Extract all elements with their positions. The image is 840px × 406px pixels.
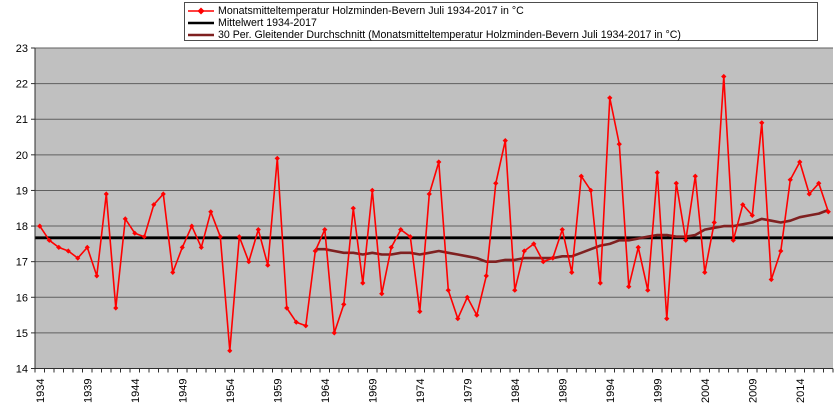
x-axis-label-group: 1934: [35, 379, 47, 403]
x-axis-label: 1934: [35, 379, 47, 403]
legend-label-temperature: Monatsmitteltemperatur Holzminden-Bevern…: [218, 5, 524, 17]
legend: Monatsmitteltemperatur Holzminden-Bevern…: [184, 2, 818, 41]
x-axis-label: 1964: [320, 379, 332, 403]
mean-line-icon: [188, 21, 214, 25]
x-axis-label: 1944: [130, 379, 142, 403]
x-axis-label: 1939: [82, 379, 94, 403]
x-axis-label-group: 1944: [130, 379, 142, 403]
moving-average-icon: [188, 33, 214, 37]
x-axis-label-group: 2009: [747, 379, 759, 403]
x-axis-label-group: 1954: [225, 379, 237, 403]
x-axis-label-group: 1989: [557, 379, 569, 403]
x-axis-label-group: 1974: [415, 379, 427, 403]
x-axis-label: 1954: [225, 379, 237, 403]
x-axis-label: 1959: [272, 379, 284, 403]
legend-label-moving-average: 30 Per. Gleitender Durchschnitt (Monatsm…: [218, 29, 681, 41]
x-axis-label: 2009: [747, 379, 759, 403]
y-axis-label: 22: [16, 79, 28, 91]
x-axis-label: 1984: [510, 379, 522, 403]
x-axis-label-group: 2014: [795, 379, 807, 403]
x-axis-label-group: 1984: [510, 379, 522, 403]
y-axis-label: 15: [16, 328, 28, 340]
x-axis-label-group: 1949: [177, 379, 189, 403]
x-axis-label-group: 1999: [652, 379, 664, 403]
y-axis-label: 17: [16, 257, 28, 269]
x-axis-label-group: 1994: [605, 379, 617, 403]
moving-average-line: [315, 208, 829, 264]
x-axis-label-group: 1979: [462, 379, 474, 403]
x-axis-label: 1969: [367, 379, 379, 403]
y-axis-label: 16: [16, 292, 28, 304]
x-axis-label: 1989: [557, 379, 569, 403]
x-axis-label: 2014: [795, 379, 807, 403]
x-axis-label-group: 1939: [82, 379, 94, 403]
x-axis-label: 1979: [462, 379, 474, 403]
y-axis-label: 14: [16, 364, 28, 376]
x-axis-label-group: 2004: [700, 379, 712, 403]
x-axis-label: 1949: [177, 379, 189, 403]
y-axis-label: 23: [16, 43, 28, 55]
plot-background: [35, 48, 833, 369]
temperature-series-line: [39, 75, 830, 352]
x-axis-label: 1974: [415, 379, 427, 403]
x-axis-label-group: 1964: [320, 379, 332, 403]
x-axis-label: 1999: [652, 379, 664, 403]
y-axis-label: 19: [16, 185, 28, 197]
x-axis-label: 1994: [605, 379, 617, 403]
x-axis-label-group: 1959: [272, 379, 284, 403]
legend-item-mean: Mittelwert 1934-2017: [188, 17, 813, 29]
temperature-series-icon: [188, 7, 214, 15]
y-axis-label: 21: [16, 114, 28, 126]
legend-item-moving-average: 30 Per. Gleitender Durchschnitt (Monatsm…: [188, 29, 813, 41]
x-axis-label-group: 1969: [367, 379, 379, 403]
y-axis-label: 18: [16, 221, 28, 233]
x-axis-label: 2004: [700, 379, 712, 403]
legend-label-mean: Mittelwert 1934-2017: [218, 17, 317, 29]
legend-item-temperature: Monatsmitteltemperatur Holzminden-Bevern…: [188, 5, 813, 17]
y-axis-label: 20: [16, 150, 28, 162]
